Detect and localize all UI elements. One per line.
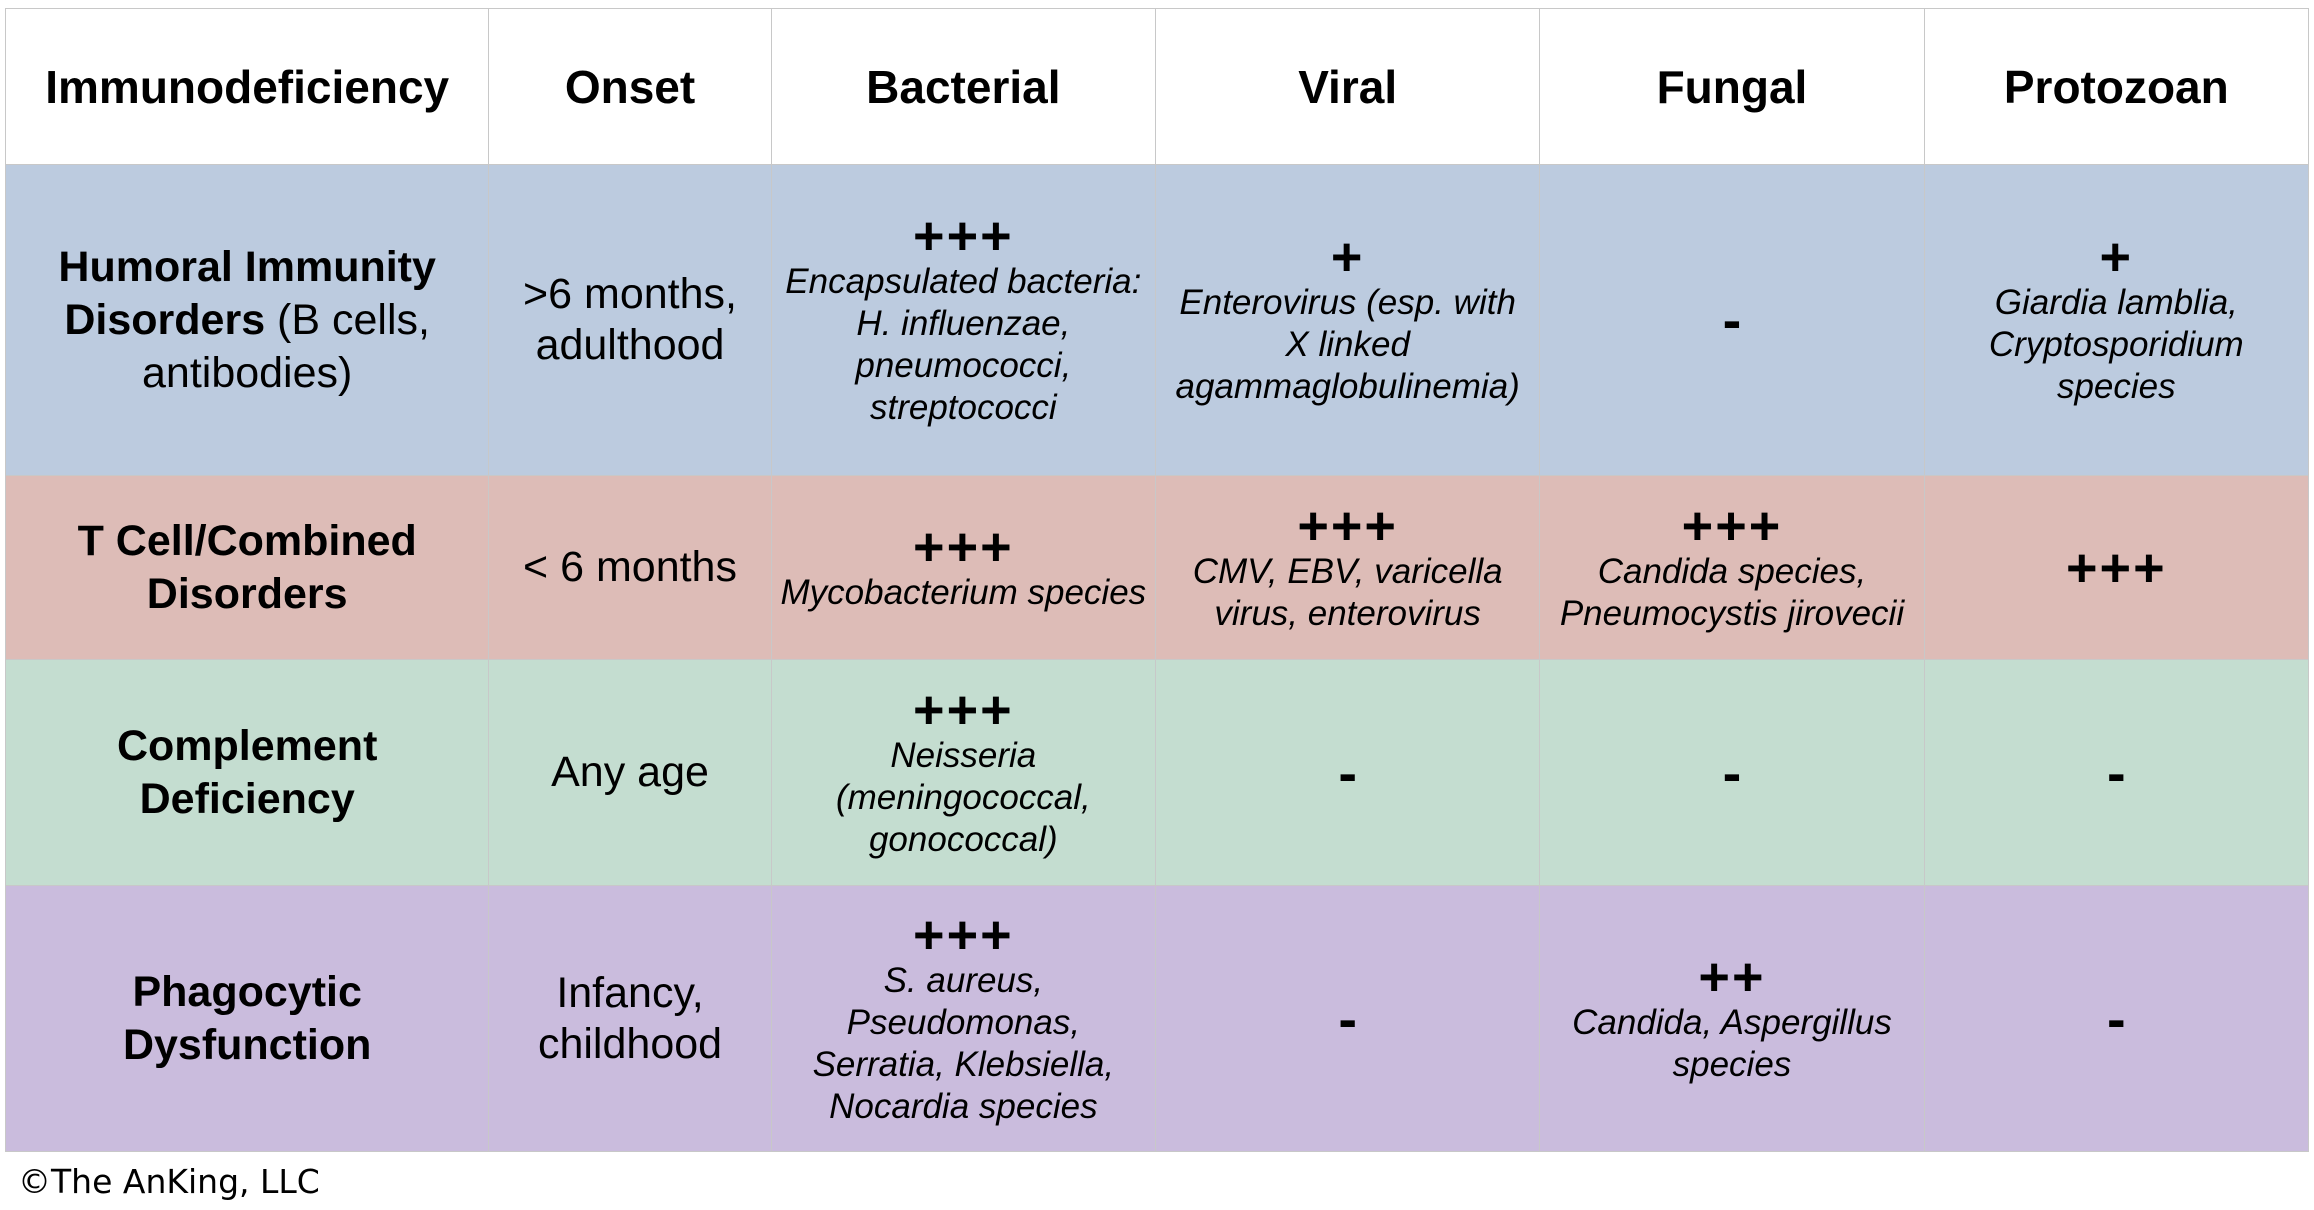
viral-cell: + Enterovirus (esp. with X linked agamma… (1154, 164, 1541, 476)
copyright-notice: ©The AnKing, LLC (18, 1162, 320, 1201)
severity-marker: - (2106, 986, 2126, 1050)
table-row-phagocytic: Phagocytic Dysfunction Infancy, childhoo… (4, 885, 2310, 1152)
table-row-tcell: T Cell/Combined Disorders < 6 months +++… (4, 475, 2310, 660)
protozoan-cell: - (1923, 659, 2310, 886)
header-row: Immunodeficiency Onset Bacterial Viral F… (4, 8, 2310, 165)
onset-cell: >6 months, adulthood (488, 164, 772, 476)
severity-marker: +++ (1681, 495, 1783, 556)
immunodeficiency-table: Immunodeficiency Onset Bacterial Viral F… (4, 8, 2310, 1152)
disorder-name-bold: Humoral Immunity (58, 242, 436, 291)
table-row-humoral: Humoral Immunity Disorders (B cells, ant… (4, 164, 2310, 476)
pathogen-detail: Enterovirus (esp. with X linked agammagl… (1175, 283, 1520, 406)
pathogen-detail: Mycobacterium species (780, 572, 1147, 612)
severity-marker: +++ (2066, 537, 2167, 598)
disorder-name-bold: T Cell/Combined (77, 516, 417, 565)
severity-marker: - (1338, 986, 1357, 1050)
fungal-cell: +++ Candida species, Pneumocystis jirove… (1539, 475, 1925, 660)
severity-marker: - (1338, 740, 1357, 804)
disorder-name-cell: Humoral Immunity Disorders (B cells, ant… (4, 164, 490, 476)
severity-marker: +++ (913, 679, 1014, 740)
header-protozoan: Protozoan (1923, 8, 2310, 165)
onset-cell: < 6 months (488, 475, 772, 660)
severity-marker: + (1330, 227, 1365, 287)
protozoan-cell: + Giardia lamblia, Cryptosporidium speci… (1923, 164, 2310, 476)
disorder-name-bold: Disorders (64, 295, 266, 344)
disorder-name-plain: (B cells, antibodies) (141, 295, 430, 397)
fungal-cell: - (1539, 659, 1925, 886)
severity-marker: +++ (1297, 495, 1398, 556)
bacterial-cell: +++ Encapsulated bacteria: H. influenzae… (770, 164, 1157, 476)
viral-cell: +++ CMV, EBV, varicella virus, enterovir… (1154, 475, 1541, 660)
disorder-name-cell: T Cell/Combined Disorders (4, 475, 490, 660)
header-onset: Onset (488, 8, 772, 165)
pathogen-detail: Giardia lamblia, Cryptosporidium species (1988, 283, 2244, 406)
severity-marker: - (1722, 288, 1742, 351)
fungal-cell: - (1539, 164, 1925, 476)
bacterial-cell: +++ Neisseria (meningococcal, gonococcal… (770, 659, 1157, 886)
pathogen-detail: Candida, Aspergillus species (1572, 1002, 1892, 1084)
viral-cell: - (1154, 885, 1541, 1152)
severity-marker: ++ (1698, 946, 1766, 1007)
pathogen-detail: CMV, EBV, varicella virus, enterovirus (1192, 551, 1503, 633)
fungal-cell: ++ Candida, Aspergillus species (1539, 885, 1925, 1152)
pathogen-detail: S. aureus, Pseudomonas, Serratia, Klebsi… (812, 960, 1115, 1126)
header-fungal: Fungal (1539, 8, 1925, 165)
severity-marker: + (2099, 227, 2134, 287)
severity-marker: - (2106, 740, 2126, 804)
severity-marker: +++ (913, 206, 1014, 266)
disorder-name-cell: Complement Deficiency (4, 659, 490, 886)
header-bacterial: Bacterial (770, 8, 1157, 165)
severity-marker: +++ (913, 904, 1014, 965)
table-row-complement: Complement Deficiency Any age +++ Neisse… (4, 659, 2310, 886)
onset-cell: Any age (488, 659, 772, 886)
bacterial-cell: +++ Mycobacterium species (770, 475, 1157, 660)
severity-marker: - (1722, 740, 1742, 804)
header-viral: Viral (1154, 8, 1541, 165)
pathogen-detail: Encapsulated bacteria: H. influenzae, pn… (785, 262, 1142, 427)
header-immunodeficiency: Immunodeficiency (4, 8, 490, 165)
disorder-name-bold: Phagocytic (132, 967, 362, 1016)
disorder-name-cell: Phagocytic Dysfunction (4, 885, 490, 1152)
protozoan-cell: +++ (1923, 475, 2310, 660)
viral-cell: - (1154, 659, 1541, 886)
onset-cell: Infancy, childhood (488, 885, 772, 1152)
disorder-name-bold: Disorders (146, 569, 348, 618)
protozoan-cell: - (1923, 885, 2310, 1152)
disorder-name-bold: Complement (116, 721, 378, 770)
bacterial-cell: +++ S. aureus, Pseudomonas, Serratia, Kl… (770, 885, 1157, 1152)
pathogen-detail: Neisseria (meningococcal, gonococcal) (835, 735, 1091, 859)
disorder-name-bold: Dysfunction (122, 1020, 372, 1069)
pathogen-detail: Candida species, Pneumocystis jirovecii (1559, 551, 1905, 633)
severity-marker: +++ (913, 516, 1014, 577)
disorder-name-bold: Deficiency (139, 774, 355, 823)
